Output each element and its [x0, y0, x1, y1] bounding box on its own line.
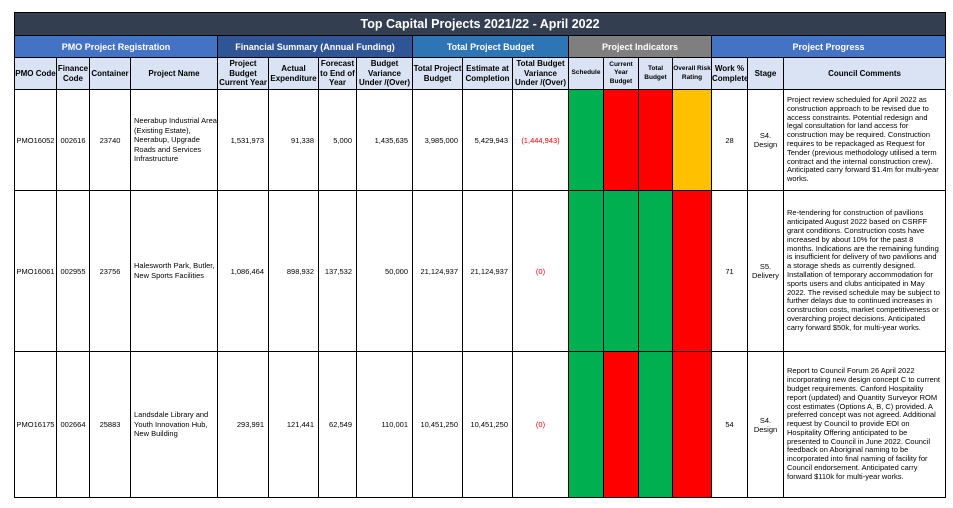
finance-code: 002955	[56, 190, 90, 352]
estimate-completion: 5,429,943	[462, 89, 513, 191]
forecast: 62,549	[318, 351, 357, 498]
col-container: Container	[89, 57, 131, 90]
container: 23740	[89, 89, 131, 191]
stage: S4. Design	[747, 351, 784, 498]
total-project-budget: 21,124,937	[412, 190, 463, 352]
container: 25883	[89, 351, 131, 498]
overall-risk-indicator	[672, 89, 712, 191]
finance-code: 002664	[56, 351, 90, 498]
col-stage: Stage	[747, 57, 784, 90]
stage: S4. Design	[747, 89, 784, 191]
work-complete: 28	[711, 89, 748, 191]
col-total-budget-variance: Total Budget Variance Under /(Over)	[512, 57, 569, 90]
overall-risk-indicator	[672, 190, 712, 352]
total-budget-variance: (0)	[512, 351, 569, 498]
budget-variance: 1,435,635	[356, 89, 413, 191]
total-project-budget: 10,451,250	[412, 351, 463, 498]
finance-code: 002616	[56, 89, 90, 191]
group-indicators: Project Indicators	[568, 35, 712, 58]
report-container: Top Capital Projects 2021/22 - April 202…	[13, 12, 947, 498]
col-project-budget: Project Budget Current Year	[217, 57, 269, 90]
budget-variance: 110,001	[356, 351, 413, 498]
current-year-budget-indicator	[603, 351, 639, 498]
overall-risk-indicator	[672, 351, 712, 498]
group-progress: Project Progress	[710, 35, 947, 58]
schedule-indicator	[568, 89, 604, 191]
stage: S5. Delivery	[747, 190, 784, 352]
group-total-budget: Total Project Budget	[412, 35, 569, 58]
council-comment: Report to Council Forum 26 April 2022 in…	[782, 351, 947, 498]
col-finance-code: Finance Code	[56, 57, 90, 90]
project-name: Halesworth Park, Butler, New Sports Faci…	[130, 190, 218, 352]
col-total-budget: Total Budget	[638, 57, 673, 90]
total-project-budget: 3,985,000	[412, 89, 463, 191]
current-year-budget-indicator	[603, 89, 639, 191]
report-title: Top Capital Projects 2021/22 - April 202…	[13, 12, 947, 36]
pmo-code: PMO16061	[14, 190, 57, 352]
col-project-name: Project Name	[130, 57, 218, 90]
schedule-indicator	[568, 190, 604, 352]
project-budget: 1,531,973	[217, 89, 269, 191]
total-budget-variance: (1,444,943)	[512, 89, 569, 191]
col-total-project-budget: Total Project Budget	[412, 57, 463, 90]
project-budget: 1,086,464	[217, 190, 269, 352]
actual-expenditure: 898,932	[268, 190, 319, 352]
schedule-indicator	[568, 351, 604, 498]
estimate-completion: 10,451,250	[462, 351, 513, 498]
table-row: PMO16052 002616 23740 Neerabup Industria…	[14, 89, 947, 191]
pmo-code: PMO16175	[14, 351, 57, 498]
budget-variance: 50,000	[356, 190, 413, 352]
forecast: 5,000	[318, 89, 357, 191]
col-schedule: Schedule	[568, 57, 604, 90]
total-budget-indicator	[638, 351, 673, 498]
col-overall-risk: Overall Risk Rating	[672, 57, 712, 90]
project-budget: 293,991	[217, 351, 269, 498]
forecast: 137,532	[318, 190, 357, 352]
work-complete: 71	[711, 190, 748, 352]
group-registration: PMO Project Registration	[14, 35, 218, 58]
container: 23756	[89, 190, 131, 352]
total-budget-indicator	[638, 190, 673, 352]
col-current-year-budget: Current Year Budget	[603, 57, 639, 90]
col-budget-variance: Budget Variance Under /(Over)	[356, 57, 413, 90]
col-actual-expenditure: Actual Expenditure	[268, 57, 319, 90]
work-complete: 54	[711, 351, 748, 498]
council-comment: Re-tendering for construction of pavilio…	[782, 190, 947, 352]
project-name: Landsdale Library and Youth Innovation H…	[130, 351, 218, 498]
table-row: PMO16175 002664 25883 Landsdale Library …	[14, 351, 947, 498]
total-budget-indicator	[638, 89, 673, 191]
table-row: PMO16061 002955 23756 Halesworth Park, B…	[14, 190, 947, 352]
estimate-completion: 21,124,937	[462, 190, 513, 352]
col-work-complete: Work % Complete	[711, 57, 748, 90]
council-comment: Project review scheduled for April 2022 …	[782, 89, 947, 191]
actual-expenditure: 91,338	[268, 89, 319, 191]
actual-expenditure: 121,441	[268, 351, 319, 498]
col-pmo-code: PMO Code	[14, 57, 57, 90]
capital-projects-table: Top Capital Projects 2021/22 - April 202…	[13, 12, 947, 498]
project-name: Neerabup Industrial Area (Existing Estat…	[130, 89, 218, 191]
col-council-comments: Council Comments	[782, 57, 947, 90]
total-budget-variance: (0)	[512, 190, 569, 352]
group-financial-summary: Financial Summary (Annual Funding)	[217, 35, 413, 58]
col-forecast: Forecast to End of Year	[318, 57, 357, 90]
current-year-budget-indicator	[603, 190, 639, 352]
col-estimate-completion: Estimate at Completion	[462, 57, 513, 90]
pmo-code: PMO16052	[14, 89, 57, 191]
